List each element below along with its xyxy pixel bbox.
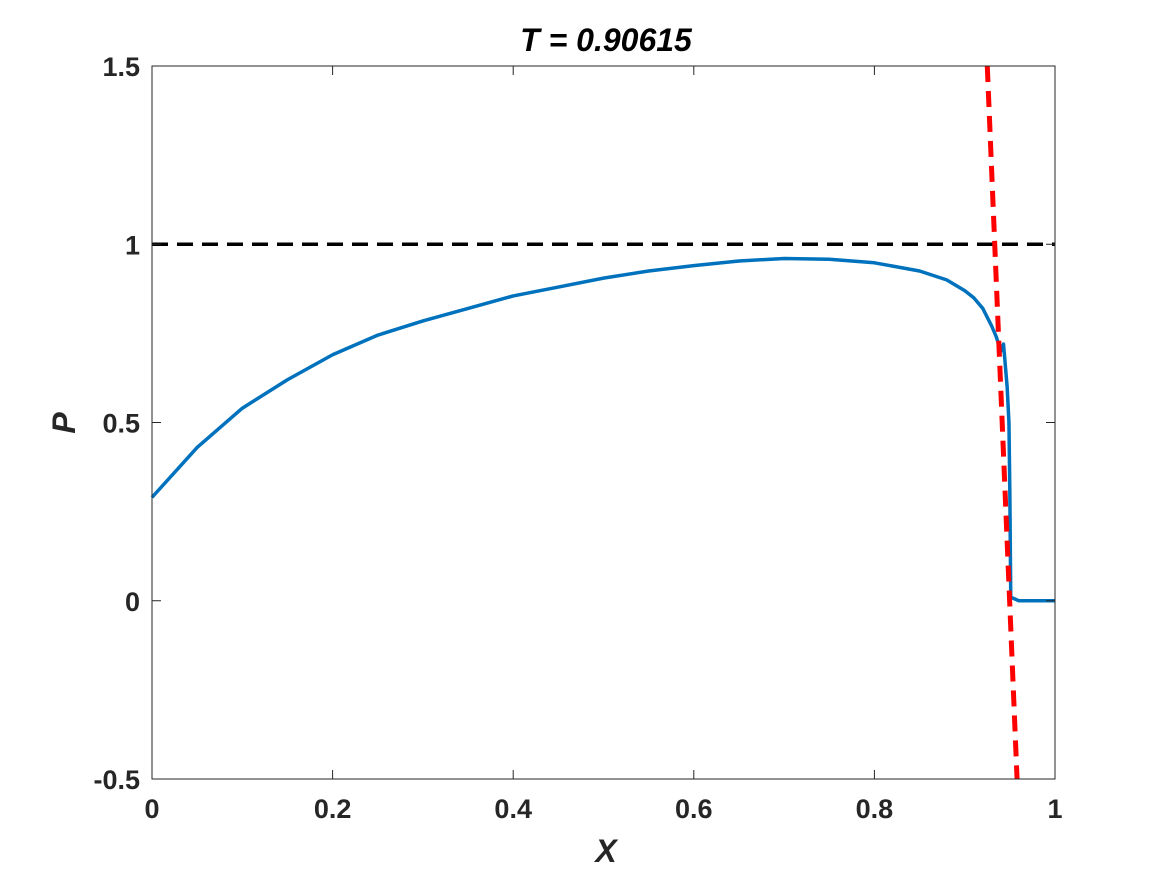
- x-tick-label: 1: [1047, 794, 1062, 824]
- plot-area: [152, 66, 1055, 779]
- x-tick-label: 0: [144, 794, 159, 824]
- series-line-1: [150, 256, 1055, 603]
- x-tick-label: 0.2: [314, 794, 352, 824]
- y-tick-label: 0.5: [102, 409, 140, 439]
- x-tick-label: 0.4: [494, 794, 532, 824]
- x-ticks: 0 0.2 0.4 0.6 0.8 1: [144, 66, 1063, 824]
- chart-title: T = 0.90615: [520, 22, 693, 58]
- x-axis-label: X: [593, 833, 618, 869]
- y-tick-label: 0: [125, 587, 140, 617]
- y-ticks: -0.5 0 0.5 1 1.5: [93, 52, 1055, 795]
- x-tick-label: 0.8: [856, 794, 894, 824]
- y-tick-label: 1.5: [102, 52, 140, 82]
- x-tick-label: 0.6: [675, 794, 713, 824]
- y-tick-label: -0.5: [93, 765, 140, 795]
- y-tick-label: 1: [125, 230, 140, 260]
- y-axis-label: P: [46, 412, 82, 434]
- series-layer: [150, 65, 1055, 780]
- series-line-3: [984, 65, 1020, 780]
